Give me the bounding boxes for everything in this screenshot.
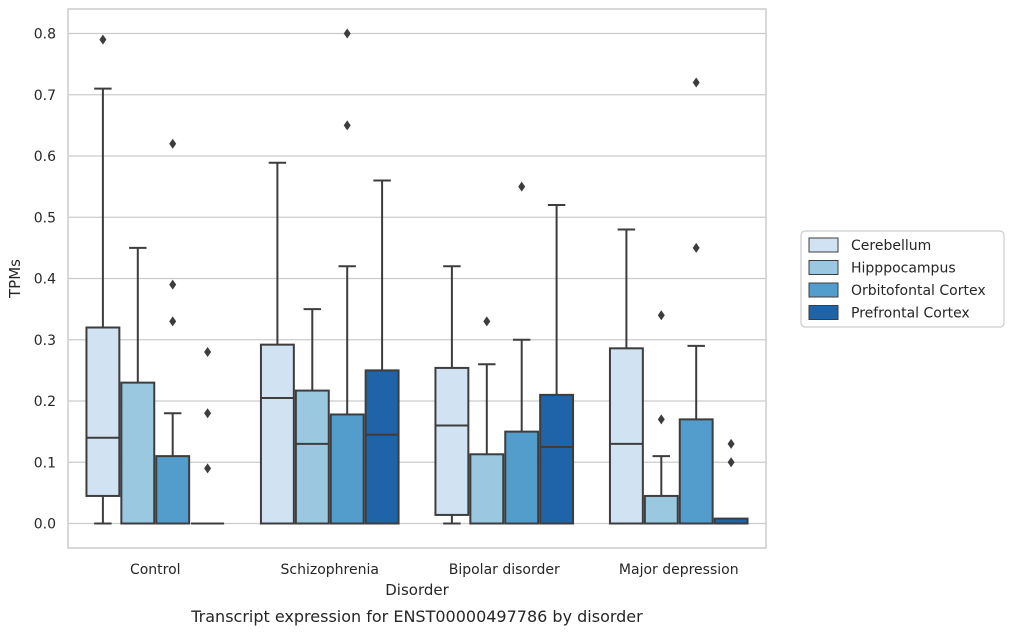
outlier-point xyxy=(204,463,212,474)
outlier-point xyxy=(204,347,212,357)
outlier-point xyxy=(169,316,177,327)
box-hipppocampus-bipolar-disorder xyxy=(469,363,505,525)
box-iqr xyxy=(294,389,330,525)
box-orbitofontal-cortex-control xyxy=(155,412,191,525)
x-tick-label: Major depression xyxy=(619,562,739,578)
box-iqr xyxy=(259,343,295,525)
outlier-point xyxy=(99,34,107,45)
box-cerebellum-control xyxy=(85,87,121,525)
box-hipppocampus-control xyxy=(120,246,156,525)
box-iqr xyxy=(120,381,156,525)
plot-frame xyxy=(67,8,767,549)
box-iqr xyxy=(469,453,505,525)
y-tick-label: 0.4 xyxy=(34,272,56,288)
box-prefrontal-cortex-schizophrenia xyxy=(364,179,400,525)
y-axis-label: TPMs xyxy=(6,259,24,299)
legend-label: Orbitofontal Cortex xyxy=(851,283,986,299)
box-iqr xyxy=(434,366,470,516)
box-iqr xyxy=(643,494,679,525)
y-tick-label: 0.6 xyxy=(34,149,56,165)
boxes xyxy=(85,87,749,525)
box-iqr xyxy=(539,393,575,525)
outlier-point xyxy=(692,77,700,88)
y-tick-label: 0.8 xyxy=(34,27,56,43)
outlier-point xyxy=(727,457,735,468)
box-orbitofontal-cortex-major-depression xyxy=(678,344,714,525)
outlier-point xyxy=(692,242,700,253)
box-iqr xyxy=(155,455,191,525)
y-tick-label: 0.3 xyxy=(34,333,56,349)
box-cerebellum-schizophrenia xyxy=(259,161,295,525)
y-tick-label: 0.5 xyxy=(34,210,56,226)
x-axis-ticks: Control Schizophrenia Bipolar disorder Majo… xyxy=(130,562,739,578)
outlier-point xyxy=(343,120,351,131)
legend-label: Prefrontal Cortex xyxy=(851,306,970,322)
legend-frame xyxy=(800,230,1005,328)
legend: Cerebellum Hipppocampus Orbitofontal Corte… xyxy=(800,230,1005,328)
legend-label: Hipppocampus xyxy=(851,261,956,277)
box-prefrontal-cortex-bipolar-disorder xyxy=(539,204,575,525)
box-hipppocampus-major-depression xyxy=(643,455,679,525)
box-prefrontal-cortex-major-depression xyxy=(713,517,749,525)
y-tick-label: 0.0 xyxy=(34,517,56,533)
box-iqr xyxy=(85,326,121,497)
box-orbitofontal-cortex-schizophrenia xyxy=(329,265,365,525)
outlier-point xyxy=(483,316,491,327)
outlier-point xyxy=(518,181,526,192)
legend-label: Cerebellum xyxy=(851,238,931,254)
outlier-point xyxy=(657,310,665,321)
box-cerebellum-bipolar-disorder xyxy=(434,265,470,525)
outlier-point xyxy=(727,438,735,449)
outlier-point xyxy=(169,138,177,149)
outlier-point xyxy=(657,414,665,425)
box-cerebellum-major-depression xyxy=(608,228,644,525)
outliers xyxy=(99,28,735,474)
legend-swatch xyxy=(808,260,839,275)
outlier-point xyxy=(343,28,351,39)
y-tick-label: 0.2 xyxy=(34,394,56,410)
x-tick-label: Bipolar disorder xyxy=(449,562,560,578)
box-iqr xyxy=(364,369,400,525)
y-axis-ticks: 0.0 0.1 0.2 0.3 0.4 0.5 0.6 0.7 0.8 xyxy=(34,27,56,533)
box-orbitofontal-cortex-bipolar-disorder xyxy=(504,338,540,525)
legend-swatch xyxy=(808,237,839,253)
y-tick-label: 0.1 xyxy=(34,455,56,471)
x-axis-label: Disorder xyxy=(385,581,449,599)
box-iqr xyxy=(504,430,540,525)
x-tick-label: Schizophrenia xyxy=(281,562,379,578)
legend-swatch xyxy=(808,282,839,298)
y-tick-label: 0.7 xyxy=(34,88,56,104)
outlier-point xyxy=(169,279,177,290)
outlier-point xyxy=(204,408,212,419)
box-iqr xyxy=(678,418,714,525)
box-iqr xyxy=(329,413,365,525)
chart-caption: Transcript expression for ENST0000049778… xyxy=(190,607,643,626)
box-hipppocampus-schizophrenia xyxy=(294,308,330,525)
box-iqr xyxy=(608,347,644,525)
legend-swatch xyxy=(808,305,839,320)
x-tick-label: Control xyxy=(130,562,181,578)
